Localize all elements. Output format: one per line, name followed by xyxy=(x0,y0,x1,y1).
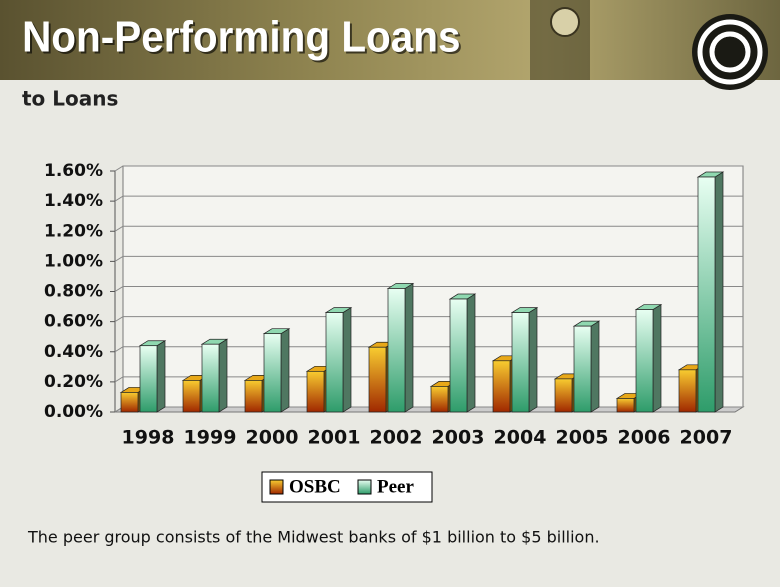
bar-front xyxy=(139,345,158,413)
bar xyxy=(138,340,167,413)
bar-front xyxy=(678,369,697,413)
x-tick-label: 2001 xyxy=(308,427,361,449)
bar-front xyxy=(635,309,654,413)
y-tick-label: 1.20% xyxy=(44,221,103,241)
x-tick-label: 1998 xyxy=(122,427,175,449)
bar xyxy=(510,306,539,413)
bar-front xyxy=(244,380,263,413)
x-tick-label: 2007 xyxy=(680,427,733,449)
bar-front xyxy=(430,386,449,413)
bar-front xyxy=(511,312,530,413)
bar-side xyxy=(280,328,290,413)
bar xyxy=(448,293,477,413)
y-tick-label: 1.60% xyxy=(44,161,103,181)
bar-side xyxy=(590,320,600,413)
bar-side xyxy=(342,306,352,413)
grid-line xyxy=(114,165,743,172)
bar-side xyxy=(404,282,414,413)
x-tick-label: 1999 xyxy=(184,427,237,449)
bar-side xyxy=(714,171,724,413)
title: Non-Performing Loans xyxy=(22,12,460,61)
legend-swatch xyxy=(269,479,284,495)
bar-front xyxy=(263,333,282,413)
bar-side xyxy=(652,303,662,413)
bar xyxy=(572,320,601,413)
bar-side xyxy=(218,338,228,413)
bar-side xyxy=(466,293,476,413)
x-tick-label: 2002 xyxy=(370,427,423,449)
bar-front xyxy=(616,398,635,413)
footnote: The peer group consists of the Midwest b… xyxy=(27,528,600,547)
grid-line xyxy=(114,195,743,202)
bar-front xyxy=(368,346,387,413)
x-tick-label: 2004 xyxy=(494,427,547,449)
banner xyxy=(0,0,780,80)
y-tick-label: 0.40% xyxy=(44,342,103,362)
y-tick-label: 0.20% xyxy=(44,372,103,392)
bar-front xyxy=(573,325,592,413)
bar-front xyxy=(554,378,573,413)
bar xyxy=(696,171,725,413)
grid-line xyxy=(114,255,743,262)
y-tick-label: 1.00% xyxy=(44,251,103,271)
subtitle: to Loans xyxy=(22,87,118,111)
x-tick-label: 2006 xyxy=(618,427,671,449)
bar xyxy=(324,306,353,413)
x-tick-label: 2003 xyxy=(432,427,485,449)
bar-front xyxy=(449,298,468,413)
y-tick-label: 1.40% xyxy=(44,191,103,211)
bar xyxy=(634,303,663,413)
bar-front xyxy=(182,380,201,413)
x-tick-label: 2000 xyxy=(246,427,299,449)
bar xyxy=(386,282,415,413)
legend-label: Peer xyxy=(377,476,414,497)
bar-side xyxy=(528,306,538,413)
clock xyxy=(550,7,580,37)
bar xyxy=(200,338,229,413)
legend-swatch xyxy=(357,479,372,495)
bar-front xyxy=(201,343,220,413)
bar-front xyxy=(120,392,139,413)
bar-front xyxy=(697,176,716,413)
y-tick-label: 0.60% xyxy=(44,312,103,332)
bar-front xyxy=(492,360,511,413)
logo xyxy=(692,14,768,90)
y-tick-label: 0.00% xyxy=(44,402,103,422)
bar xyxy=(262,328,291,413)
y-tick-label: 0.80% xyxy=(44,282,103,302)
bar-front xyxy=(306,370,325,413)
legend-box xyxy=(261,471,433,503)
bar-side xyxy=(156,340,166,413)
legend-label: OSBC xyxy=(289,476,341,497)
x-tick-label: 2005 xyxy=(556,427,609,449)
grid-line xyxy=(114,225,743,232)
grid-line xyxy=(114,286,743,292)
bar-front xyxy=(325,312,344,413)
title-shadow: Non-Performing Loans xyxy=(24,14,462,63)
bar-front xyxy=(387,288,406,413)
